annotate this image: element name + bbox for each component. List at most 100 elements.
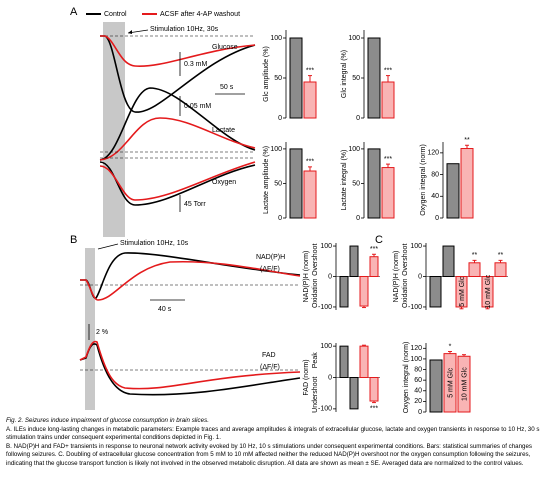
y-tick-label: 0 — [418, 409, 422, 414]
bar — [289, 148, 303, 219]
y-tick-label: 80 — [414, 366, 422, 373]
arrow — [97, 243, 119, 250]
y-tick-label: 0 — [278, 215, 282, 222]
bar — [494, 262, 507, 277]
scale-label: 50 s — [220, 84, 234, 91]
bar — [367, 37, 381, 119]
significance: *** — [370, 246, 378, 253]
trace-label: (ΔF/F) — [260, 266, 280, 273]
trace-label: Glucose — [212, 44, 238, 51]
arrow-head — [128, 30, 132, 34]
axis-sublabel: Oxidation — [312, 278, 319, 308]
y-axis-label: Lactate amplitude (%) — [263, 146, 270, 214]
panel-label: C — [375, 234, 383, 246]
y-tick-label: 100 — [270, 146, 282, 153]
bar — [460, 148, 474, 219]
y-axis-label: NAD(P)H (norm) — [393, 251, 400, 303]
trace — [99, 161, 256, 201]
axis-sublabel: Overshoot — [402, 244, 409, 276]
y-axis-label: Glc amplitude (%) — [263, 46, 270, 102]
caption-paragraph: A. ILEs induce long-lasting changes in m… — [6, 425, 540, 442]
y-tick-label: 120 — [410, 345, 422, 352]
y-axis-label: FAD (norm) — [303, 359, 310, 395]
bar — [429, 276, 442, 308]
bar — [442, 245, 455, 278]
significance: *** — [384, 67, 392, 74]
scale-label: 0.05 mM — [184, 103, 211, 110]
trace — [100, 35, 256, 67]
caption-paragraph: B. NAD(P)H and FAD+ transients in respon… — [6, 442, 533, 467]
bar — [381, 81, 395, 119]
bar — [303, 170, 317, 219]
bar — [367, 148, 381, 219]
y-tick-label: 50 — [352, 75, 360, 82]
bar — [349, 377, 359, 410]
caption: Fig. 2. Seizures induce impairment of gl… — [6, 417, 550, 469]
axis-sublabel: Undershoot — [312, 377, 319, 413]
significance: ** — [472, 252, 478, 259]
bar — [369, 377, 379, 402]
y-tick-label: 120 — [427, 150, 439, 157]
scale-label: 2 % — [96, 329, 108, 336]
stimulation-band — [85, 248, 95, 410]
panel-label: B — [70, 234, 77, 246]
trace-label: Oxygen — [212, 179, 236, 186]
bar — [446, 163, 460, 219]
trace-label: NAD(P)H — [256, 254, 285, 261]
y-tick-label: 50 — [352, 180, 360, 187]
y-tick-label: 0 — [328, 374, 332, 381]
y-tick-label: 0 — [328, 273, 332, 280]
significance: * — [449, 343, 452, 350]
significance: *** — [384, 156, 392, 163]
scale-label: 0.3 mM — [184, 61, 208, 68]
y-tick-label: -100 — [318, 406, 332, 413]
stimulation-band — [103, 22, 125, 237]
bar-label: 5 mM Glc — [447, 367, 454, 397]
caption-title: Fig. 2. Seizures induce impairment of gl… — [6, 417, 550, 426]
y-tick-label: 0 — [418, 273, 422, 280]
bar — [359, 276, 369, 307]
y-tick-label: 0 — [278, 115, 282, 122]
bar — [359, 345, 369, 378]
y-axis-label: Glc integral (%) — [341, 50, 348, 98]
y-axis-label: Oxygen integral (norm) — [403, 342, 410, 414]
y-tick-label: 100 — [410, 243, 422, 250]
y-tick-label: 100 — [410, 356, 422, 363]
significance: *** — [306, 159, 314, 166]
scale-label: 45 Torr — [184, 201, 206, 208]
bar-label: 5 mM Glc — [459, 276, 466, 306]
legend-label: ACSF after 4-AP washout — [160, 11, 240, 18]
y-tick-label: 100 — [348, 35, 360, 42]
trace — [99, 87, 256, 161]
y-tick-label: -100 — [408, 304, 422, 311]
y-axis-label: Lactate integral (%) — [341, 150, 348, 211]
trace-label: (ΔF/F) — [260, 364, 280, 371]
y-tick-label: 0 — [435, 215, 439, 222]
figure: A Control ACSF after 4-AP washout Stimul… — [70, 6, 508, 414]
y-tick-label: 40 — [414, 388, 422, 395]
significance: ** — [464, 137, 470, 144]
bar — [289, 37, 303, 119]
bar — [468, 262, 481, 277]
scale-label: 40 s — [158, 306, 172, 313]
bar-label: 10 mM Glc — [485, 274, 492, 308]
y-axis-label: Oxygen integral (norm) — [420, 144, 427, 216]
y-tick-label: 40 — [431, 193, 439, 200]
bar-label: 10 mM Glc — [461, 367, 468, 401]
y-tick-label: 100 — [270, 35, 282, 42]
y-tick-label: 0 — [356, 115, 360, 122]
panel-label: A — [70, 6, 78, 18]
trace — [100, 35, 256, 113]
trace — [80, 260, 301, 301]
significance: *** — [370, 405, 378, 412]
y-tick-label: 50 — [274, 180, 282, 187]
trace — [79, 340, 301, 390]
bar — [339, 276, 349, 308]
y-tick-label: 0 — [356, 215, 360, 222]
axis-sublabel: Peak — [312, 352, 319, 368]
significance: ** — [498, 252, 504, 259]
y-tick-label: 100 — [348, 146, 360, 153]
trace — [79, 343, 301, 396]
y-tick-label: 60 — [414, 377, 422, 384]
y-tick-label: -100 — [318, 304, 332, 311]
